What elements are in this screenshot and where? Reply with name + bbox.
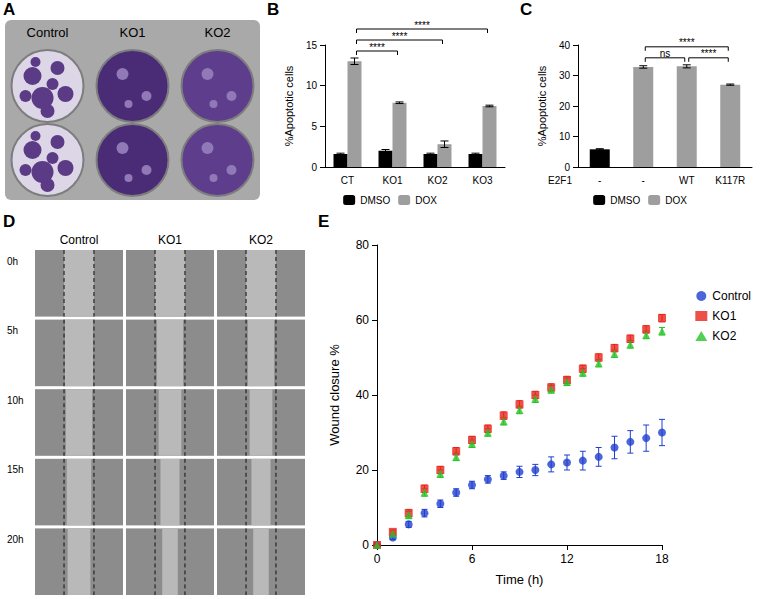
svg-text:KO2: KO2 xyxy=(712,329,736,343)
svg-text:DMSO: DMSO xyxy=(610,195,640,206)
svg-text:15: 15 xyxy=(306,40,318,51)
svg-text:KO2: KO2 xyxy=(249,233,273,247)
svg-text:E2F1: E2F1 xyxy=(548,175,572,186)
svg-text:40: 40 xyxy=(559,40,571,51)
svg-text:20: 20 xyxy=(559,101,571,112)
html-text:A: A xyxy=(3,0,16,19)
svg-text:DOX: DOX xyxy=(665,195,687,206)
svg-text:KO1: KO1 xyxy=(382,175,402,186)
svg-text:KO1: KO1 xyxy=(712,309,736,323)
svg-text:KO1: KO1 xyxy=(158,233,182,247)
svg-text:80: 80 xyxy=(356,238,370,252)
svg-text:10h: 10h xyxy=(7,395,24,406)
svg-text:0: 0 xyxy=(311,162,317,173)
svg-text:****: **** xyxy=(701,48,717,59)
html-text:C: C xyxy=(520,0,533,19)
svg-text:0: 0 xyxy=(362,538,369,552)
html-text:D: D xyxy=(3,212,16,231)
svg-text:%Apoptotic cells: %Apoptotic cells xyxy=(283,65,295,146)
svg-text:20: 20 xyxy=(356,463,370,477)
svg-text:20h: 20h xyxy=(7,534,24,545)
svg-text:Control: Control xyxy=(27,25,69,40)
svg-text:****: **** xyxy=(679,37,695,48)
svg-text:0h: 0h xyxy=(7,256,18,267)
svg-text:5: 5 xyxy=(311,121,317,132)
svg-text:30: 30 xyxy=(559,70,571,81)
svg-text:-: - xyxy=(642,175,645,186)
svg-text:CT: CT xyxy=(341,175,354,186)
svg-text:Wound closure %: Wound closure % xyxy=(327,344,342,446)
svg-text:40: 40 xyxy=(356,388,370,402)
svg-text:15h: 15h xyxy=(7,464,24,475)
svg-text:****: **** xyxy=(369,42,385,53)
svg-text:WT: WT xyxy=(679,175,695,186)
svg-text:KO3: KO3 xyxy=(472,175,492,186)
svg-text:10: 10 xyxy=(559,131,571,142)
svg-text:-: - xyxy=(598,175,601,186)
svg-text:KO1: KO1 xyxy=(119,25,145,40)
svg-text:0: 0 xyxy=(564,162,570,173)
svg-text:18: 18 xyxy=(655,552,669,566)
svg-text:****: **** xyxy=(414,20,430,31)
svg-text:DOX: DOX xyxy=(415,195,437,206)
svg-text:ns: ns xyxy=(660,48,671,59)
svg-text:%Apoptotic cells: %Apoptotic cells xyxy=(536,65,548,146)
svg-text:DMSO: DMSO xyxy=(360,195,390,206)
svg-text:KO2: KO2 xyxy=(204,25,230,40)
svg-text:10: 10 xyxy=(306,80,318,91)
svg-text:K117R: K117R xyxy=(715,175,745,186)
svg-text:Control: Control xyxy=(712,289,751,303)
svg-text:Time (h): Time (h) xyxy=(496,572,544,587)
html-text:B: B xyxy=(267,0,280,19)
svg-text:6: 6 xyxy=(469,552,476,566)
svg-text:5h: 5h xyxy=(7,325,18,336)
svg-text:KO2: KO2 xyxy=(427,175,447,186)
svg-text:Control: Control xyxy=(60,233,99,247)
svg-text:****: **** xyxy=(392,31,408,42)
svg-text:0: 0 xyxy=(374,552,381,566)
svg-text:12: 12 xyxy=(560,552,574,566)
html-text:E: E xyxy=(318,212,330,231)
svg-text:60: 60 xyxy=(356,313,370,327)
